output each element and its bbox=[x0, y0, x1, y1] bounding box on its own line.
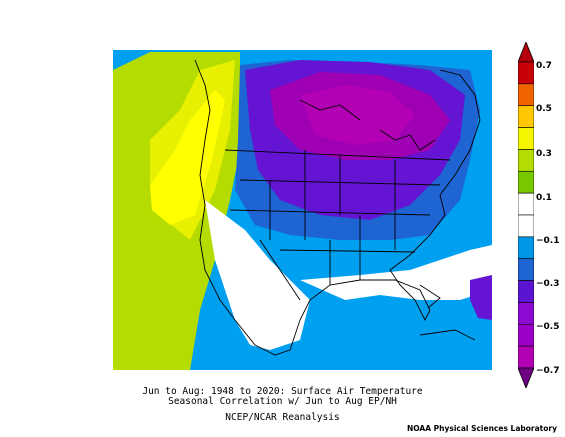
colorbar-band bbox=[518, 236, 534, 260]
colorbar-band bbox=[518, 323, 534, 347]
colorbar-band bbox=[518, 149, 534, 172]
colorbar-band bbox=[518, 61, 534, 85]
colorbar-band bbox=[518, 280, 534, 303]
colorbar-top-arrow bbox=[518, 42, 534, 63]
colorbar-label-6: −0.3 bbox=[536, 279, 560, 289]
colorbar-label-3: 0.3 bbox=[536, 149, 552, 159]
colorbar-band bbox=[518, 170, 534, 194]
colorbar-band bbox=[518, 127, 534, 150]
colorbar-band bbox=[518, 258, 534, 281]
colorbar-band bbox=[518, 345, 534, 369]
neutral-band-south bbox=[300, 245, 492, 300]
map-title-line1: Jun to Aug: 1948 to 2020: Surface Air Te… bbox=[142, 386, 423, 397]
map-title-line2: Seasonal Correlation w/ Jun to Aug EP/NH bbox=[168, 396, 397, 407]
colorbar-band bbox=[518, 83, 534, 107]
colorbar-bands bbox=[518, 61, 534, 369]
colorbar-band bbox=[518, 105, 534, 128]
negative-correlation-magenta-core bbox=[300, 85, 415, 145]
colorbar-band bbox=[518, 214, 534, 238]
colorbar bbox=[518, 42, 534, 388]
neutral-band-west bbox=[205, 200, 310, 350]
colorbar-label-8: −0.7 bbox=[536, 366, 560, 376]
colorbar-label-2: 0.5 bbox=[536, 104, 552, 114]
colorbar-band bbox=[518, 302, 534, 325]
colorbar-label-1: 0.7 bbox=[536, 61, 552, 71]
colorbar-bottom-arrow bbox=[518, 367, 534, 388]
negative-correlation-caribbean bbox=[470, 275, 492, 320]
credit-label: NOAA Physical Sciences Laboratory bbox=[406, 424, 557, 433]
map-title-line3: NCEP/NCAR Reanalysis bbox=[225, 412, 340, 423]
coastlines bbox=[194, 59, 481, 356]
colorbar-band bbox=[518, 192, 534, 216]
colorbar-label-5: −0.1 bbox=[536, 236, 560, 246]
colorbar-label-4: 0.1 bbox=[536, 193, 552, 203]
positive-correlation-peak bbox=[150, 90, 225, 225]
colorbar-label-7: −0.5 bbox=[536, 322, 560, 332]
